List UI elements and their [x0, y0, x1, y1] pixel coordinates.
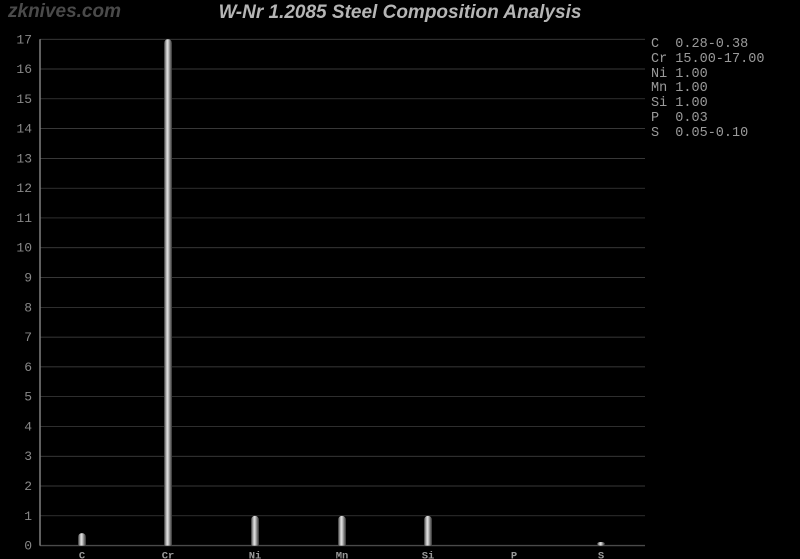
svg-text:11: 11 — [16, 211, 32, 226]
svg-text:17: 17 — [16, 32, 32, 47]
svg-text:5: 5 — [24, 390, 32, 405]
svg-text:12: 12 — [16, 181, 32, 196]
svg-text:2: 2 — [24, 479, 32, 494]
svg-text:Ni: Ni — [249, 551, 262, 559]
svg-text:8: 8 — [24, 300, 32, 315]
svg-text:13: 13 — [16, 151, 32, 166]
svg-text:4: 4 — [24, 419, 32, 434]
svg-text:16: 16 — [16, 62, 32, 77]
svg-text:S: S — [598, 551, 604, 559]
svg-text:C: C — [79, 551, 86, 559]
svg-text:7: 7 — [24, 330, 32, 345]
svg-text:0: 0 — [24, 539, 32, 554]
svg-text:Cr: Cr — [162, 551, 175, 559]
svg-text:Si: Si — [422, 551, 435, 559]
svg-text:9: 9 — [24, 271, 32, 286]
svg-text:15: 15 — [16, 92, 32, 107]
svg-text:3: 3 — [24, 449, 32, 464]
svg-text:6: 6 — [24, 360, 32, 375]
svg-text:1: 1 — [24, 509, 32, 524]
svg-text:14: 14 — [16, 122, 32, 137]
svg-text:P: P — [511, 551, 517, 559]
svg-text:Mn: Mn — [336, 551, 349, 559]
svg-text:10: 10 — [16, 241, 32, 256]
